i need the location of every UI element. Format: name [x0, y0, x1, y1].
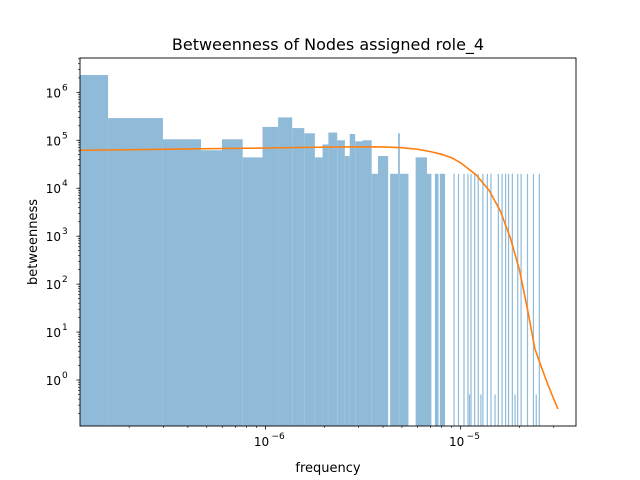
plot-frame [79, 57, 577, 427]
histogram-bar [108, 118, 163, 426]
histogram-bar [426, 173, 432, 426]
x-axis-ticks: 10 −6 10 −5 [128, 426, 555, 449]
y-tick-exponent: 4 [62, 179, 68, 189]
histogram-bar [477, 173, 479, 426]
histogram-bar [514, 394, 516, 426]
histogram-bar [480, 394, 482, 426]
x-tick-exponent: −6 [272, 432, 286, 442]
histogram-bar [201, 150, 222, 426]
histogram-bar [520, 173, 522, 426]
histogram-bar [453, 173, 455, 426]
y-tick-label: 10 [46, 230, 61, 244]
y-tick-label: 10 [46, 326, 61, 340]
histogram-bar [399, 173, 409, 426]
histogram-bar [328, 132, 338, 426]
y-tick-exponent: 5 [62, 131, 68, 141]
histogram-bar [278, 117, 293, 426]
y-tick-label: 10 [46, 182, 61, 196]
histogram-bar [355, 141, 363, 426]
histogram-bar [322, 144, 329, 426]
histogram-bar [468, 394, 471, 426]
histogram-bar [532, 173, 535, 426]
histogram-bar [463, 173, 465, 426]
y-tick-label: 10 [46, 134, 61, 148]
y-tick-label: 10 [46, 278, 61, 292]
x-axis-label: frequency [295, 461, 361, 476]
histogram-bar [467, 173, 469, 426]
y-tick-exponent: 1 [62, 323, 68, 333]
histogram-bar [398, 133, 400, 427]
y-tick-exponent: 6 [62, 83, 68, 93]
histogram-bars [80, 74, 540, 427]
histogram-bar [415, 157, 427, 426]
y-tick-exponent: 3 [62, 227, 68, 237]
histogram-bar [490, 173, 492, 426]
histogram-bar [314, 157, 323, 426]
histogram-bar [80, 74, 109, 427]
histogram-bar [221, 139, 243, 427]
chart-title: Betweenness of Nodes assigned role_4 [172, 35, 484, 55]
histogram-bar [377, 156, 389, 426]
histogram-bar [304, 133, 315, 427]
x-tick-label: 10 [449, 435, 464, 449]
histogram-bar [497, 173, 499, 426]
y-tick-exponent: 2 [62, 275, 68, 285]
histogram-bar [538, 173, 540, 426]
fit-line-group [79, 146, 559, 410]
histogram-bar [457, 173, 460, 426]
x-tick-exponent: −5 [467, 432, 480, 442]
x-tick-label: 10 [254, 435, 269, 449]
histogram-bar [494, 394, 496, 426]
y-tick-exponent: 0 [62, 371, 68, 381]
histogram-bar [162, 139, 202, 427]
histogram-bar [486, 173, 488, 426]
fit-line [79, 146, 559, 410]
histogram-bar [511, 173, 513, 426]
histogram-bar [390, 173, 399, 426]
histogram-bar [337, 140, 345, 426]
histogram-bar [501, 173, 503, 426]
histogram-bar [242, 157, 263, 426]
histogram-bar [262, 126, 279, 427]
histogram-bar [470, 173, 472, 426]
histogram-bar [292, 128, 305, 426]
histogram-bar [349, 134, 356, 426]
histogram-bar [434, 173, 439, 426]
histogram-bar [505, 173, 507, 426]
y-axis-label: betweenness [26, 199, 41, 285]
y-tick-label: 10 [46, 374, 61, 388]
histogram-bar [517, 173, 519, 426]
histogram-bar [507, 173, 510, 426]
histogram-bar [344, 156, 350, 426]
histogram-bar [371, 173, 378, 426]
y-tick-label: 10 [46, 86, 61, 100]
histogram-bar [474, 173, 476, 426]
histogram-bar [439, 173, 446, 426]
histogram-bar [535, 394, 537, 426]
histogram-bar [362, 140, 372, 426]
histogram-bar [482, 173, 484, 426]
histogram-bar [526, 173, 529, 426]
